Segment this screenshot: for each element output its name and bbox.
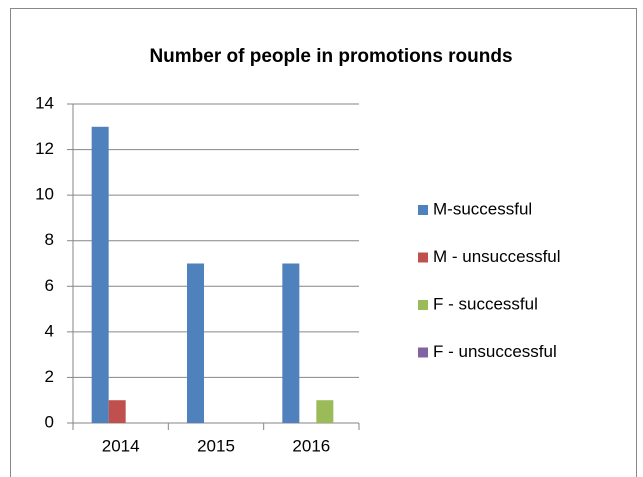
y-tick-label: 12 bbox=[35, 139, 54, 158]
chart-border bbox=[10, 8, 637, 477]
bar bbox=[282, 263, 300, 423]
y-tick-label: 6 bbox=[45, 276, 54, 295]
y-tick-label: 8 bbox=[45, 230, 54, 249]
y-tick-label: 2 bbox=[45, 367, 54, 386]
x-tick-label: 2016 bbox=[292, 436, 330, 455]
bar bbox=[108, 400, 126, 423]
y-tick-label: 10 bbox=[35, 185, 54, 204]
x-tick-label: 2015 bbox=[197, 436, 235, 455]
bar bbox=[316, 400, 334, 423]
legend-label: M - unsuccessful bbox=[433, 247, 561, 266]
x-tick-label: 2014 bbox=[102, 436, 140, 455]
legend-label: F - unsuccessful bbox=[433, 342, 557, 361]
legend-swatch bbox=[418, 300, 428, 310]
legend-swatch bbox=[418, 347, 428, 358]
y-tick-label: 0 bbox=[45, 412, 54, 431]
legend-swatch bbox=[418, 205, 428, 215]
legend-label: F - successful bbox=[433, 294, 538, 313]
legend-swatch bbox=[418, 252, 428, 263]
chart-title: Number of people in promotions rounds bbox=[149, 46, 512, 67]
bar bbox=[91, 126, 109, 424]
y-tick-label: 4 bbox=[45, 321, 54, 340]
y-tick-label: 14 bbox=[35, 93, 54, 112]
legend-label: M-successful bbox=[433, 199, 532, 218]
bar bbox=[187, 263, 204, 423]
